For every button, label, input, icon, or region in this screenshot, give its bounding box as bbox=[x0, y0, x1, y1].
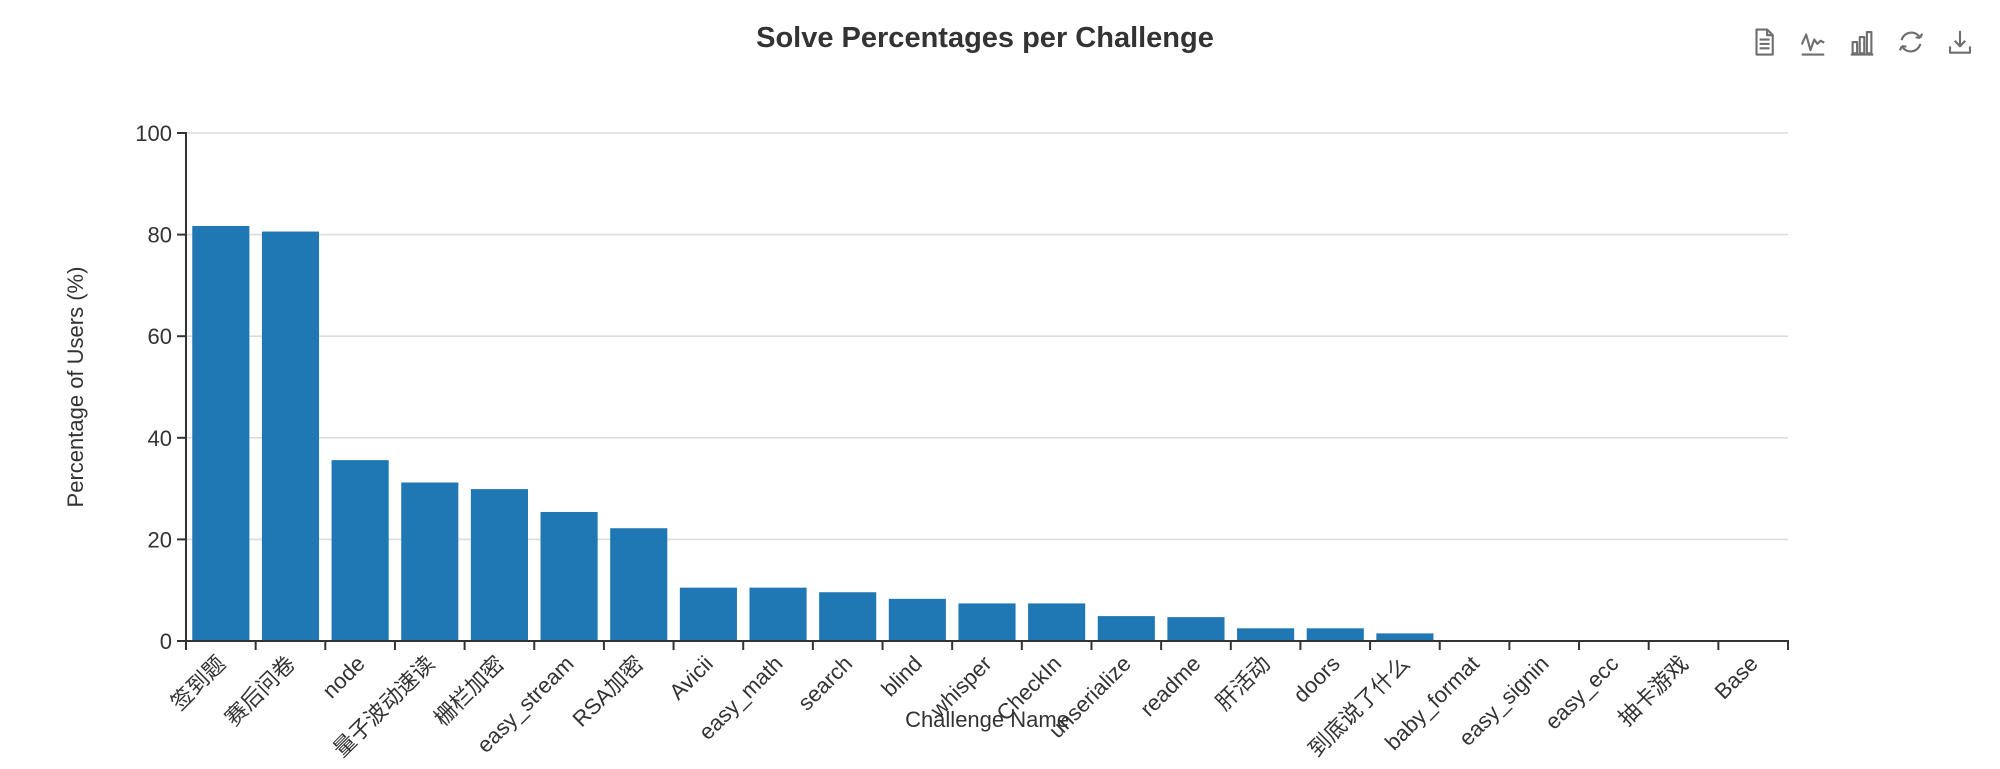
toolbox-bar-chart-button[interactable] bbox=[1846, 24, 1878, 60]
x-tick-label: node bbox=[317, 651, 369, 703]
bars bbox=[192, 225, 1434, 642]
axes bbox=[177, 132, 1789, 650]
x-tick-label: 赛后问卷 bbox=[220, 651, 300, 731]
x-tick-label: easy_ecc bbox=[1540, 651, 1623, 734]
bar[interactable] bbox=[540, 511, 598, 641]
bar[interactable] bbox=[1028, 603, 1086, 641]
bar[interactable] bbox=[1237, 628, 1295, 641]
line-chart-switch-icon bbox=[1800, 33, 1825, 56]
bar[interactable] bbox=[819, 592, 877, 641]
bar-chart-switch-icon bbox=[1850, 30, 1874, 56]
x-tick-label: doors bbox=[1288, 651, 1345, 708]
chart-toolbox bbox=[1748, 24, 1976, 60]
bar[interactable] bbox=[958, 603, 1016, 641]
bar[interactable] bbox=[470, 489, 528, 641]
restore-icon bbox=[1898, 31, 1924, 53]
download-icon bbox=[1948, 30, 1972, 54]
y-tick-label: 0 bbox=[160, 629, 172, 654]
bar[interactable] bbox=[1097, 616, 1155, 641]
toolbox-restore-button[interactable] bbox=[1895, 24, 1927, 60]
x-tick-label: 抽卡游戏 bbox=[1613, 651, 1693, 731]
y-tick-label: 80 bbox=[148, 223, 172, 248]
bar[interactable] bbox=[1167, 617, 1225, 641]
x-tick-label: RSA加密 bbox=[567, 651, 648, 732]
toolbox-data-view-button[interactable] bbox=[1748, 24, 1780, 60]
gridlines bbox=[186, 132, 1788, 541]
y-axis-labels: 0 20 40 60 80 100 bbox=[135, 121, 172, 654]
toolbox-save-image-button[interactable] bbox=[1944, 24, 1976, 60]
x-tick-label: 签到题 bbox=[166, 651, 230, 715]
data-view-icon bbox=[1755, 28, 1774, 56]
bar[interactable] bbox=[1306, 628, 1364, 641]
x-tick-label: Base bbox=[1710, 651, 1763, 704]
bar[interactable] bbox=[1376, 633, 1434, 641]
bar[interactable] bbox=[261, 231, 320, 641]
bar[interactable] bbox=[610, 528, 668, 641]
bar[interactable] bbox=[888, 598, 946, 641]
x-tick-label: blind bbox=[876, 651, 927, 702]
x-tick-label: search bbox=[793, 651, 857, 715]
x-tick-label: Avicii bbox=[664, 651, 718, 705]
bar[interactable] bbox=[331, 460, 389, 641]
y-tick-label: 100 bbox=[135, 121, 172, 146]
bar[interactable] bbox=[401, 482, 459, 641]
x-tick-label: readme bbox=[1135, 651, 1205, 721]
toolbox-line-chart-button[interactable] bbox=[1797, 24, 1829, 60]
bar[interactable] bbox=[749, 587, 807, 641]
y-tick-label: 20 bbox=[148, 527, 172, 552]
bar[interactable] bbox=[192, 225, 250, 642]
y-axis-title: Percentage of Users (%) bbox=[63, 267, 88, 508]
y-tick-label: 60 bbox=[148, 324, 172, 349]
chart-title: Solve Percentages per Challenge bbox=[756, 22, 1214, 54]
bar[interactable] bbox=[679, 587, 737, 641]
y-tick-label: 40 bbox=[148, 426, 172, 451]
x-tick-label: 肝活动 bbox=[1211, 651, 1275, 715]
x-axis-title: Challenge Name bbox=[905, 707, 1069, 732]
